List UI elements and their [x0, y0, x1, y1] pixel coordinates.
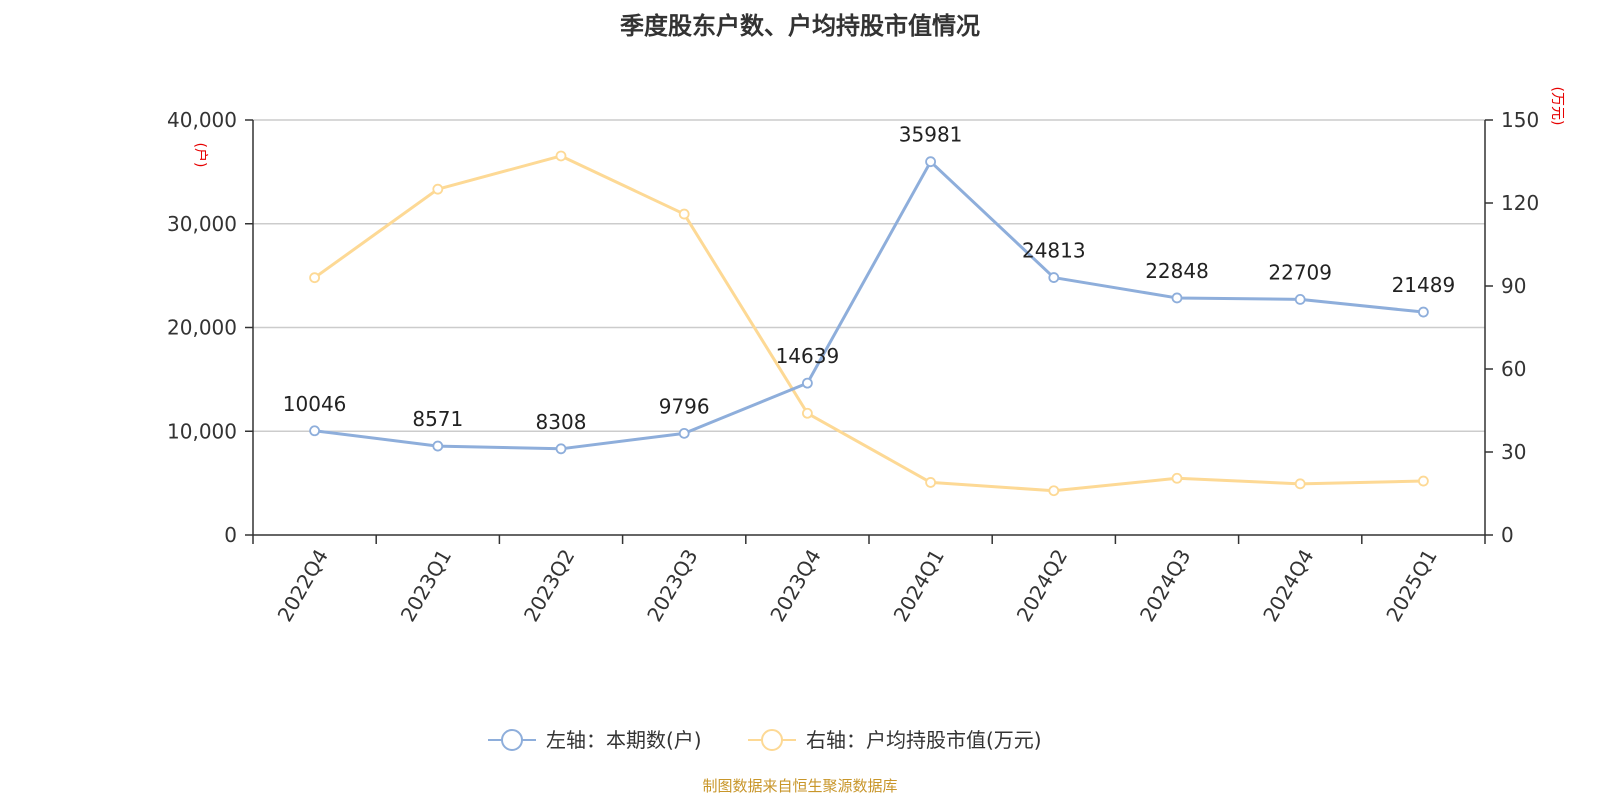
data-point: [678, 208, 690, 220]
legend-marker: [761, 729, 783, 751]
data-point: [1048, 485, 1060, 497]
legend-item[interactable]: 右轴：户均持股市值(万元): [748, 728, 1042, 752]
data-label: 22709: [1268, 260, 1332, 284]
data-point: [1418, 475, 1429, 487]
data-label: 35981: [899, 123, 963, 147]
data-label: 10046: [283, 392, 347, 416]
x-axis-tick-label: 2024Q3: [1135, 545, 1195, 626]
data-point: [802, 377, 813, 389]
right-axis-tick-label: 60: [1501, 357, 1526, 381]
left-axis-unit: (户): [192, 143, 209, 168]
axis-layer: 0 10,000 20,000 30,000 40,000 (户) 0 30 60 90 120 15…: [167, 87, 1565, 626]
x-axis-tick-label: 2023Q4: [765, 545, 825, 626]
data-point: [1294, 293, 1306, 305]
series-line: [313, 154, 1424, 493]
data-label: 22848: [1145, 259, 1209, 283]
data-point: [1171, 292, 1183, 304]
right-axis-tick-label: 120: [1501, 191, 1539, 215]
chart-title: 季度股东户数、户均持股市值情况: [620, 12, 980, 40]
x-axis-tick-label: 2022Q4: [273, 545, 333, 626]
data-label: 8308: [536, 410, 587, 434]
source-note: 制图数据来自恒生聚源数据库: [702, 777, 897, 795]
grid-layer: [253, 119, 1485, 432]
x-axis-tick-label: 2023Q2: [519, 545, 579, 626]
data-point: [432, 183, 444, 195]
right-axis-tick-label: 150: [1501, 108, 1539, 132]
x-axis-tick-label: 2025Q1: [1381, 545, 1441, 626]
data-point: [1294, 478, 1306, 490]
x-axis-tick-label: 2024Q1: [889, 545, 949, 626]
x-axis-tick-label: 2023Q3: [642, 545, 702, 626]
left-axis-tick-label: 10,000: [167, 419, 237, 443]
x-axis-tick-label: 2024Q2: [1012, 545, 1072, 626]
left-axis-tick-label: 20,000: [167, 316, 237, 340]
left-axis-tick-label: 30,000: [167, 212, 237, 236]
data-point: [555, 150, 567, 162]
data-label: 9796: [659, 394, 710, 418]
right-axis-unit: (万元): [1549, 87, 1565, 126]
data-label: 21489: [1392, 273, 1456, 297]
data-point: [309, 425, 321, 437]
legend-label: 右轴：户均持股市值(万元): [806, 728, 1042, 752]
data-label: 14639: [776, 344, 840, 368]
right-axis-tick-label: 0: [1501, 523, 1514, 547]
data-point: [802, 407, 813, 419]
data-point: [432, 440, 444, 452]
x-axis-tick-label: 2024Q4: [1258, 545, 1318, 626]
legend-label: 左轴：本期数(户): [546, 728, 702, 752]
left-axis-tick-label: 0: [224, 523, 237, 547]
legend-marker: [501, 729, 523, 751]
left-axis-tick-label: 40,000: [167, 108, 237, 132]
right-axis-tick-label: 90: [1501, 274, 1526, 298]
data-point: [1171, 472, 1183, 484]
data-point: [925, 477, 936, 488]
data-point: [678, 427, 690, 439]
data-label-layer: 10046 8571 8308 9796 14639 35981 24813 22848 227…: [283, 123, 1455, 434]
data-point: [925, 156, 936, 168]
legend-item[interactable]: 左轴：本期数(户): [488, 728, 702, 752]
series-line: [314, 160, 1424, 451]
legend[interactable]: 左轴：本期数(户) 右轴：户均持股市值(万元): [488, 728, 1042, 752]
data-label: 8571: [412, 407, 463, 431]
x-axis-tick-label: 2023Q1: [396, 545, 456, 626]
right-axis-tick-label: 30: [1501, 440, 1526, 464]
data-point: [555, 443, 567, 455]
data-label: 24813: [1022, 239, 1086, 263]
series-layer: [309, 150, 1429, 497]
data-point: [309, 272, 321, 284]
data-point: [1048, 272, 1060, 283]
data-point: [1418, 306, 1429, 318]
